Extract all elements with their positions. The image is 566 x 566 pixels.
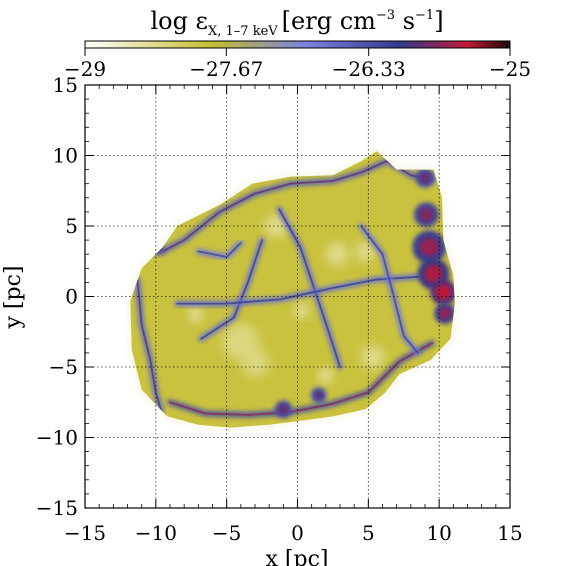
remnant-interior (134, 158, 455, 419)
faint-patch (361, 345, 384, 369)
faint-patch (240, 348, 270, 377)
hot-spot (314, 390, 324, 400)
colorbar-tick-label: −25 (489, 57, 531, 81)
axis-ticks: −15 −10 −5 0 5 10 15 −15 −10 −5 0 5 10 15 (36, 73, 523, 545)
colorbar-tick-label: −27.67 (189, 57, 263, 81)
y-tick-label: −10 (36, 426, 78, 450)
emission-filament-core (136, 278, 163, 413)
hot-spot (278, 404, 289, 415)
faint-patch (355, 241, 376, 262)
emission-map (125, 146, 460, 433)
y-tick-label: −5 (49, 355, 78, 379)
x-tick-label: 5 (362, 521, 375, 545)
faint-patch (264, 214, 288, 238)
hot-spot (419, 172, 431, 184)
x-tick-label: −15 (64, 521, 106, 545)
x-axis-label: x [pc] (266, 547, 329, 566)
y-tick-label: −15 (36, 496, 78, 520)
colorbar (84, 40, 511, 49)
y-tick-label: 0 (65, 285, 78, 309)
x-tick-label: −10 (135, 521, 177, 545)
colorbar-label-exp2: −1 (415, 8, 434, 23)
hot-spot (424, 265, 443, 283)
emission-filament-core (169, 342, 433, 416)
colorbar-tick-label: −26.33 (332, 57, 406, 81)
colorbar-ticks: −29 −27.67 −26.33 −25 (64, 48, 531, 81)
emission-filament-core (176, 275, 419, 305)
y-tick-label: 10 (53, 144, 78, 168)
hot-spot (435, 284, 451, 300)
faint-patch (318, 368, 333, 383)
faint-patch (294, 303, 309, 318)
hot-spot (438, 307, 451, 320)
y-tick-label: 5 (65, 214, 78, 238)
hot-spot-halo (173, 176, 187, 189)
faint-patch (188, 307, 203, 322)
y-axis-label: y [pc] (1, 266, 26, 330)
grid (85, 85, 510, 508)
x-tick-label: −5 (212, 521, 241, 545)
colorbar-label-units-close: ] (434, 7, 443, 35)
remnant-body (130, 151, 455, 428)
hot-spot (176, 178, 184, 186)
colorbar-label-units-open: [erg cm (282, 7, 376, 35)
colorbar-label-subscript: X, 1–7 keV (208, 24, 278, 39)
x-tick-label: 10 (426, 521, 451, 545)
colorbar-label-units-mid: s (395, 7, 415, 35)
faint-patch (325, 242, 349, 266)
y-tick-label: 15 (53, 73, 78, 97)
x-tick-label: 15 (497, 521, 522, 545)
x-tick-label: 0 (291, 521, 304, 545)
colorbar-label-exp1: −3 (376, 8, 395, 23)
hot-spot (419, 237, 439, 257)
colorbar-label-prefix: log ε (150, 7, 208, 35)
colorbar-tick-label: −29 (64, 57, 106, 81)
colorbar-label: log εX, 1–7 keV [erg cm−3 s−1] (150, 7, 443, 39)
hot-spot (419, 207, 434, 222)
